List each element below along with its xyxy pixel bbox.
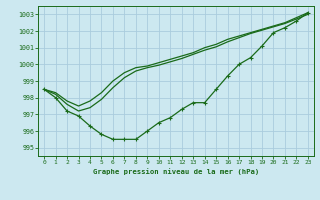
X-axis label: Graphe pression niveau de la mer (hPa): Graphe pression niveau de la mer (hPa) xyxy=(93,168,259,175)
